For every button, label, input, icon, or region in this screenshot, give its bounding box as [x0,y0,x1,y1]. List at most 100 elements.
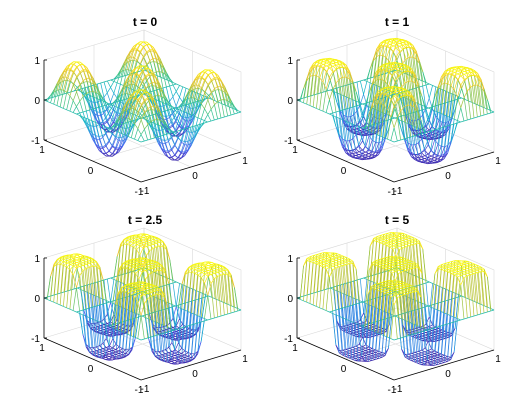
mesh-line [329,71,334,78]
mesh-line [194,76,199,86]
mesh-line [63,92,68,109]
mesh-line [134,99,139,108]
mesh-line [98,146,103,154]
mesh-line [174,130,178,135]
mesh-line [444,73,449,104]
mesh-line [444,82,448,84]
mesh-line [171,144,175,150]
mesh-line [187,145,192,151]
mesh-line [118,146,123,152]
mesh-line [201,69,206,73]
mesh-line [133,50,138,61]
mesh-line [355,105,360,129]
mesh-line [146,81,151,93]
mesh-line [119,94,123,97]
mesh-line [191,112,196,116]
mesh-line [333,91,337,94]
mesh-line [427,157,432,160]
mesh-line [76,72,81,78]
mesh-line [164,127,169,140]
mesh-line [182,86,187,89]
mesh-line [355,101,360,122]
mesh-line [214,101,219,105]
mesh-line [208,85,213,93]
mesh-line [169,259,174,281]
mesh-line [365,155,369,158]
mesh-line [396,38,401,41]
mesh-line [381,139,386,147]
mesh-line [389,94,393,97]
mesh-line [139,245,144,249]
mesh-line [141,105,146,113]
mesh-line [393,69,398,72]
mesh-line [474,75,479,106]
mesh-line [83,82,88,95]
mesh-line [323,64,327,67]
mesh-line [422,71,427,83]
mesh-line [220,116,225,119]
y-tick-label: 0 [445,171,451,182]
mesh-line [151,97,155,101]
mesh-line [56,105,61,108]
mesh-line [358,146,363,151]
surface-mesh [296,37,495,165]
mesh-line [401,114,406,117]
mesh-line [227,100,232,104]
mesh-line [365,135,370,147]
mesh-line [174,349,179,353]
mesh-line [157,135,162,138]
mesh-line [450,85,455,91]
mesh-line [316,61,321,64]
mesh-line [181,97,186,104]
mesh-line [83,81,88,83]
mesh-line [118,118,123,133]
mesh-line [184,98,189,113]
mesh-line [166,74,171,79]
mesh-line [122,86,127,101]
mesh-line [339,110,344,116]
mesh-line [369,58,374,69]
mesh-line [165,103,170,116]
mesh-line [149,85,153,87]
mesh-line [89,72,94,79]
mesh-line [155,76,160,83]
mesh-line [139,71,144,81]
mesh-line [124,98,129,108]
mesh-line [191,80,196,91]
mesh-line [187,139,192,142]
y-tick-label: 0 [192,171,198,182]
mesh-line [385,72,390,83]
mesh-line [342,143,347,153]
mesh-line [349,78,354,84]
mesh-line [103,92,108,98]
mesh-line [82,110,87,113]
mesh-line [113,93,118,99]
mesh-line [53,83,58,93]
mesh-line [319,68,324,79]
mesh-line [303,78,308,89]
mesh-line [332,111,337,114]
mesh-line [86,78,91,92]
mesh-line [107,277,111,280]
mesh-line [197,76,202,86]
mesh-line [86,93,91,96]
mesh-line [224,92,229,107]
mesh-line [204,74,209,81]
mesh-line [156,58,161,62]
mesh-line [217,86,222,100]
mesh-line [394,100,399,109]
mesh-line [358,145,363,156]
mesh-line [56,257,61,295]
mesh-line [73,77,78,85]
mesh-line [464,99,469,102]
mesh-line [116,100,121,113]
mesh-line [438,136,442,139]
mesh-line [144,97,149,101]
mesh-line [140,128,145,135]
mesh-line [372,72,377,85]
mesh-line [418,103,423,106]
mesh-line [70,260,74,263]
mesh-line [82,116,87,119]
mesh-line [88,119,93,134]
mesh-line [126,52,131,63]
